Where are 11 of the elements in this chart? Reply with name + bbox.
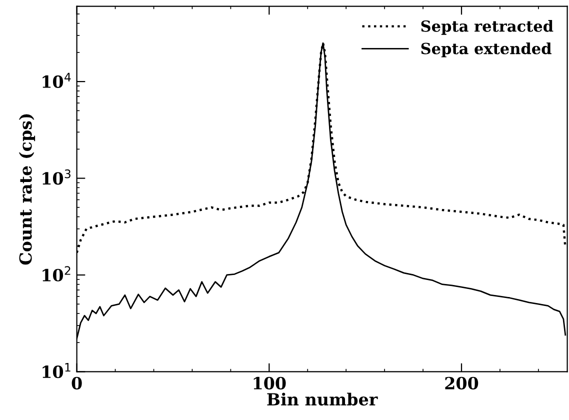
y-tick-label: 10$^{3}$ xyxy=(42,169,70,185)
y-tick-label: 10$^{2}$ xyxy=(42,266,70,282)
legend-label: Septa retracted xyxy=(421,20,554,35)
x-tick-label: 200 xyxy=(445,376,478,390)
x-axis-title: Bin number xyxy=(267,392,378,406)
y-tick-label: 10$^{1}$ xyxy=(42,363,70,378)
y-tick-label: 10$^{4}$ xyxy=(42,72,71,88)
x-tick-label: 0 xyxy=(72,376,82,390)
legend-label: Septa extended xyxy=(421,42,552,58)
x-tick-label: 100 xyxy=(254,376,286,390)
y-axis-title: Count rate (cps) xyxy=(18,114,36,265)
